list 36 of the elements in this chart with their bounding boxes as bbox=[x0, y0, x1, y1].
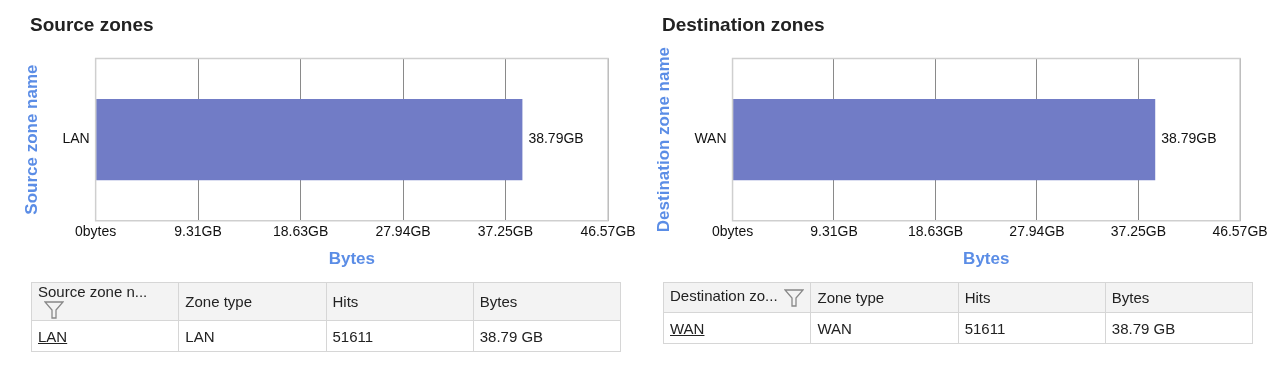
x-axis-title: Bytes bbox=[963, 249, 1010, 269]
category-label: Bytes bbox=[479, 293, 518, 311]
data-label: 38.79GB bbox=[528, 130, 584, 147]
x-tick-label: 18.63GB bbox=[272, 223, 329, 240]
x-tick-label: 18.63GB bbox=[907, 223, 964, 240]
text: 38.79 GB bbox=[473, 320, 621, 352]
text: LAN bbox=[178, 320, 326, 352]
text: WAN bbox=[810, 312, 959, 344]
x-tick-label: 27.94GB bbox=[375, 223, 431, 240]
text: WAN bbox=[663, 312, 811, 344]
text: 38.79 GB bbox=[1105, 312, 1253, 344]
category-label: Hits bbox=[332, 293, 359, 311]
x-tick-label: 37.25GB bbox=[1110, 223, 1167, 240]
text: 51611 bbox=[958, 312, 1106, 344]
category-label: Bytes bbox=[1111, 289, 1150, 306]
category-label: Hits bbox=[964, 289, 991, 306]
x-tick-label: 46.57GB bbox=[1212, 223, 1268, 240]
category-label: Source zone n... bbox=[38, 283, 148, 300]
chart-title: Destination zones bbox=[662, 14, 826, 37]
category-label: Zone type bbox=[817, 289, 885, 306]
x-tick-label: 0bytes bbox=[75, 223, 117, 240]
data-label: 38.79GB bbox=[1161, 130, 1217, 147]
x-axis-title: Bytes bbox=[328, 249, 375, 269]
chart-title: Source zones bbox=[30, 14, 155, 37]
text: 51611 bbox=[326, 320, 474, 352]
x-tick-label: 27.94GB bbox=[1009, 223, 1065, 240]
x-tick-label: 46.57GB bbox=[580, 223, 636, 240]
x-tick-label: 9.31GB bbox=[174, 223, 222, 240]
x-tick-label: 37.25GB bbox=[477, 223, 534, 240]
text: LAN bbox=[31, 320, 179, 352]
y-axis-title: Destination zone name bbox=[653, 47, 673, 233]
category-label: Zone type bbox=[185, 293, 253, 311]
x-tick-label: 9.31GB bbox=[810, 223, 858, 240]
y-axis-title: Source zone name bbox=[21, 64, 41, 215]
category-label: Destination zo... bbox=[670, 287, 778, 305]
x-tick-label: 0bytes bbox=[711, 223, 754, 240]
